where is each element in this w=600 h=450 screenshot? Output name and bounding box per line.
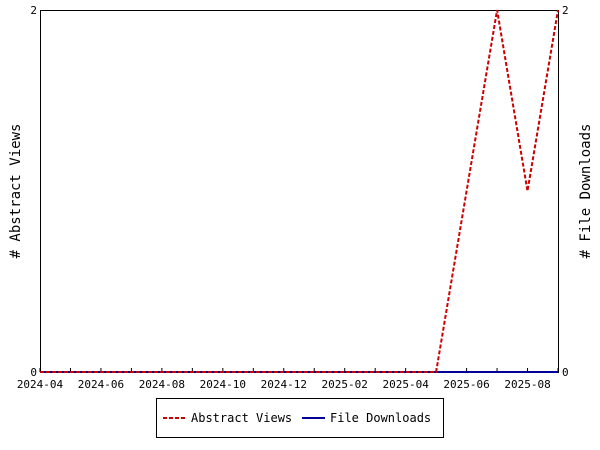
- y-axis-left-title: # Abstract Views: [8, 124, 24, 259]
- legend-label-abstract-views: Abstract Views: [191, 411, 292, 425]
- x-axis: 2024-04 2024-06 2024-08 2024-10 2024-12 2025-…: [17, 368, 559, 391]
- plot-area: [40, 10, 559, 373]
- x-tick-label: 2025-06: [443, 378, 489, 391]
- series-line-abstract-views: [40, 9, 559, 373]
- x-tick-label: 2025-08: [504, 378, 550, 391]
- y-axes: 0 2 0 2: [30, 4, 568, 379]
- y-right-tick-label: 0: [562, 366, 569, 379]
- x-tick-label: 2024-04: [17, 378, 64, 391]
- legend-label-file-downloads: File Downloads: [330, 411, 431, 425]
- legend: Abstract Views File Downloads: [156, 398, 444, 438]
- x-tick-label: 2024-10: [200, 378, 246, 391]
- series-layer: [40, 9, 559, 373]
- y-left-tick-label: 2: [30, 4, 37, 17]
- x-tick-label: 2025-04: [382, 378, 429, 391]
- legend-box: [156, 398, 444, 438]
- x-tick-label: 2025-02: [322, 378, 368, 391]
- x-tick-label: 2024-06: [78, 378, 124, 391]
- x-tick-label: 2024-12: [261, 378, 307, 391]
- y-axis-right-title: # File Downloads: [578, 124, 594, 259]
- y-left-tick-label: 0: [30, 366, 37, 379]
- x-tick-label: 2024-08: [139, 378, 185, 391]
- y-right-tick-label: 2: [562, 4, 569, 17]
